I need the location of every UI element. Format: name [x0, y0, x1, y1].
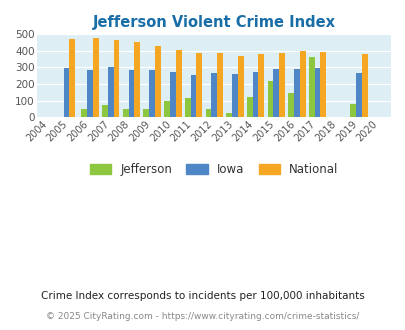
- Bar: [308, 57, 314, 117]
- Text: Crime Index corresponds to incidents per 100,000 inhabitants: Crime Index corresponds to incidents per…: [41, 291, 364, 301]
- Bar: [361, 54, 367, 117]
- Bar: [175, 50, 181, 117]
- Bar: [299, 51, 305, 117]
- Bar: [190, 75, 196, 117]
- Bar: [102, 105, 108, 117]
- Bar: [81, 109, 87, 117]
- Bar: [293, 69, 299, 117]
- Bar: [350, 104, 355, 117]
- Title: Jefferson Violent Crime Index: Jefferson Violent Crime Index: [92, 15, 335, 30]
- Bar: [149, 70, 155, 117]
- Bar: [113, 40, 119, 117]
- Bar: [134, 42, 140, 117]
- Bar: [128, 70, 134, 117]
- Bar: [196, 52, 202, 117]
- Bar: [314, 68, 320, 117]
- Bar: [211, 73, 217, 117]
- Bar: [164, 101, 170, 117]
- Legend: Jefferson, Iowa, National: Jefferson, Iowa, National: [85, 158, 343, 181]
- Bar: [143, 109, 149, 117]
- Bar: [170, 72, 175, 117]
- Bar: [273, 69, 279, 117]
- Bar: [258, 54, 264, 117]
- Bar: [64, 68, 69, 117]
- Bar: [246, 97, 252, 117]
- Bar: [320, 51, 326, 117]
- Bar: [87, 70, 93, 117]
- Bar: [108, 67, 113, 117]
- Bar: [122, 109, 128, 117]
- Bar: [155, 46, 160, 117]
- Bar: [252, 72, 258, 117]
- Bar: [231, 74, 237, 117]
- Bar: [69, 39, 75, 117]
- Bar: [288, 93, 293, 117]
- Bar: [217, 52, 222, 117]
- Bar: [267, 82, 273, 117]
- Bar: [93, 38, 98, 117]
- Bar: [355, 73, 361, 117]
- Text: © 2025 CityRating.com - https://www.cityrating.com/crime-statistics/: © 2025 CityRating.com - https://www.city…: [46, 313, 359, 321]
- Bar: [226, 113, 231, 117]
- Bar: [184, 98, 190, 117]
- Bar: [237, 56, 243, 117]
- Bar: [279, 53, 284, 117]
- Bar: [205, 109, 211, 117]
